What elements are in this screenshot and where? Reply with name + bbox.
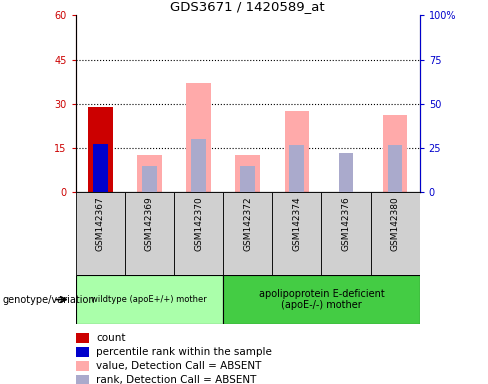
Bar [370, 192, 420, 275]
Bar [88, 107, 113, 192]
Text: GSM142369: GSM142369 [145, 196, 154, 251]
Bar [125, 192, 174, 275]
Text: value, Detection Call = ABSENT: value, Detection Call = ABSENT [96, 361, 262, 371]
Bar [235, 155, 260, 192]
Bar [142, 166, 157, 192]
Bar [388, 145, 403, 192]
Bar [383, 116, 407, 192]
Title: GDS3671 / 1420589_at: GDS3671 / 1420589_at [170, 0, 325, 13]
Text: apolipoprotein E-deficient
(apoE-/-) mother: apolipoprotein E-deficient (apoE-/-) mot… [259, 289, 384, 310]
Bar [137, 155, 162, 192]
Text: GSM142372: GSM142372 [243, 196, 252, 251]
Bar [76, 275, 223, 324]
Bar [285, 111, 309, 192]
Bar [76, 361, 89, 371]
Bar [174, 192, 223, 275]
Bar [322, 192, 370, 275]
Text: rank, Detection Call = ABSENT: rank, Detection Call = ABSENT [96, 375, 257, 384]
Text: GSM142380: GSM142380 [390, 196, 400, 251]
Bar [240, 166, 255, 192]
Bar [76, 347, 89, 357]
Text: GSM142374: GSM142374 [292, 196, 301, 251]
Bar [272, 192, 322, 275]
Bar [76, 375, 89, 384]
Bar [339, 153, 353, 192]
Bar [289, 145, 304, 192]
Text: genotype/variation: genotype/variation [2, 295, 95, 305]
Text: GSM142376: GSM142376 [342, 196, 350, 251]
Text: GSM142370: GSM142370 [194, 196, 203, 251]
Text: GSM142367: GSM142367 [96, 196, 105, 251]
Bar [76, 333, 89, 343]
Text: count: count [96, 333, 126, 343]
Bar [191, 139, 206, 192]
Bar [93, 144, 107, 192]
Bar [223, 275, 420, 324]
Bar [223, 192, 272, 275]
Bar [76, 192, 125, 275]
Text: wildtype (apoE+/+) mother: wildtype (apoE+/+) mother [91, 295, 207, 304]
Text: percentile rank within the sample: percentile rank within the sample [96, 347, 272, 357]
Bar [186, 83, 211, 192]
